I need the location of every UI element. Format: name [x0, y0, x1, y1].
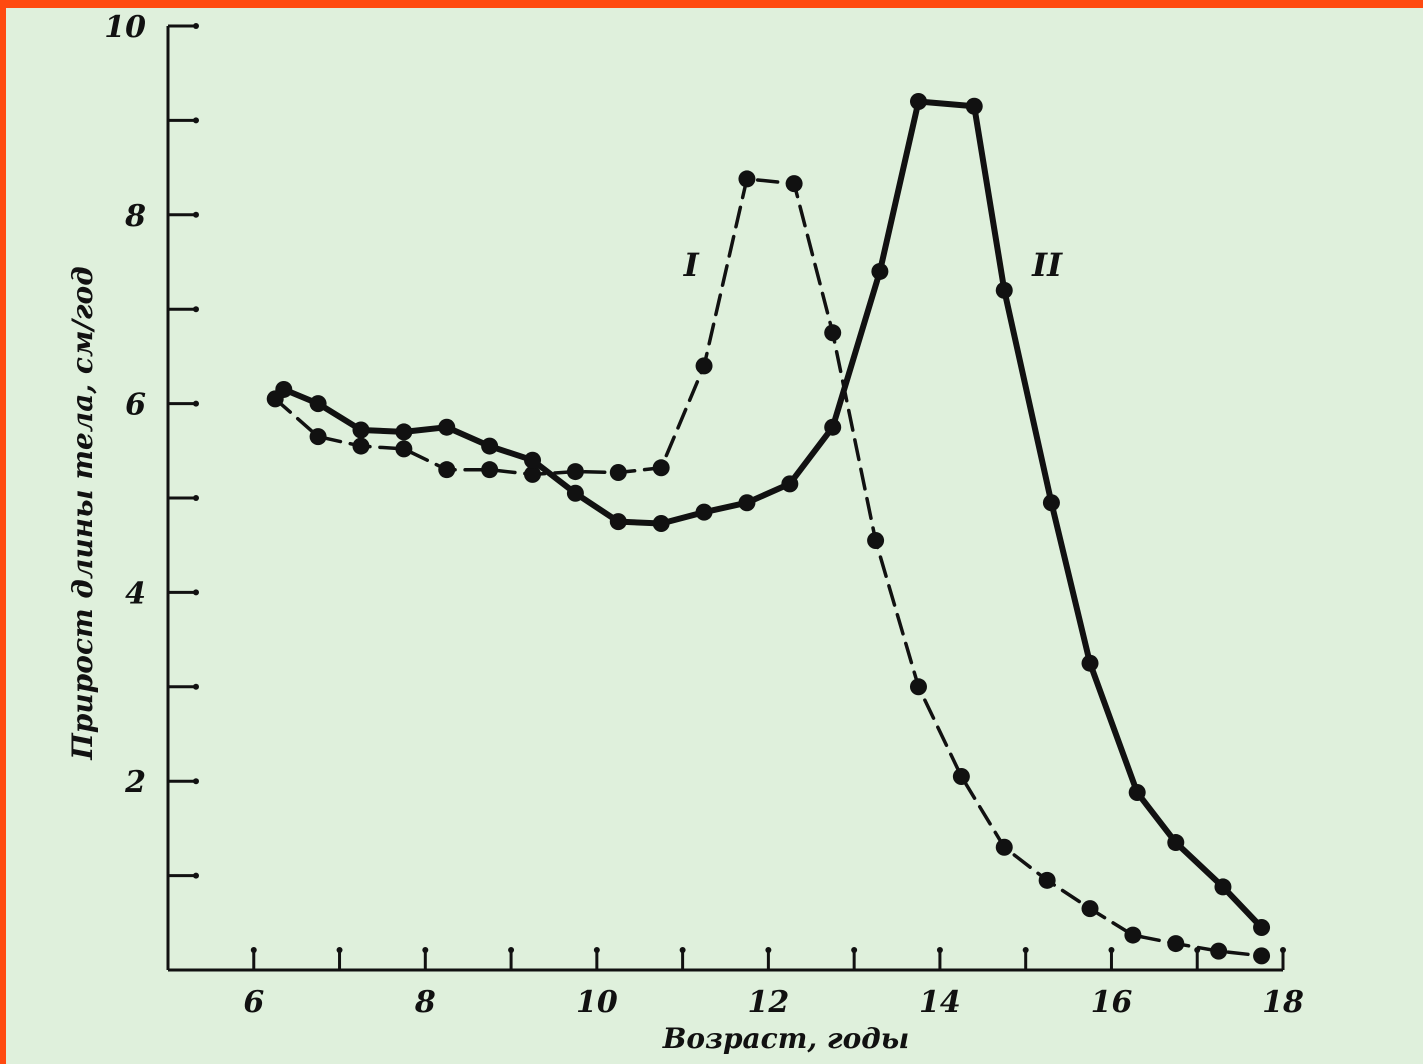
- y-tick-dot: [193, 117, 199, 124]
- data-point: [871, 262, 889, 280]
- data-point: [965, 97, 983, 115]
- data-point: [309, 395, 327, 413]
- data-point: [785, 175, 803, 193]
- data-point: [352, 421, 370, 439]
- data-point: [352, 437, 370, 455]
- data-point: [781, 475, 799, 493]
- x-tick-dot: [936, 947, 943, 953]
- x-axis-title: Возраст, годы: [662, 1022, 910, 1055]
- data-point: [1167, 834, 1185, 852]
- data-point: [1210, 942, 1228, 960]
- series-1: [266, 170, 1271, 965]
- data-point: [909, 93, 927, 111]
- series-line: [280, 98, 1265, 931]
- data-point: [909, 678, 927, 696]
- y-tick-label: 6: [125, 388, 146, 423]
- x-tick-dot: [1108, 947, 1115, 953]
- data-point: [824, 418, 842, 436]
- data-point: [1128, 784, 1146, 802]
- y-tick-dot: [193, 23, 199, 29]
- chart-frame: 6 8 10 12 14 16 18 2 4 6 8 10 I II Возраст, годы Пр…: [6, 8, 1423, 1064]
- y-tick-dot: [193, 872, 199, 879]
- x-tick-label: 6: [243, 985, 264, 1020]
- y-tick-dot: [193, 306, 199, 313]
- data-point: [952, 767, 970, 785]
- x-tick-label: 10: [576, 985, 618, 1020]
- y-tick-dot: [193, 495, 199, 501]
- x-tick-dot: [765, 947, 772, 953]
- data-point: [395, 423, 413, 441]
- y-tick-label: 4: [125, 576, 146, 611]
- series-label: I: [683, 246, 700, 284]
- y-tick-dot: [193, 400, 199, 407]
- data-point: [1081, 900, 1099, 918]
- series-2: [275, 93, 1271, 937]
- data-point: [309, 428, 327, 446]
- data-point: [395, 440, 413, 458]
- data-point: [1081, 654, 1099, 672]
- data-point: [609, 513, 627, 531]
- x-tick-dot: [679, 947, 686, 953]
- data-point: [566, 484, 584, 502]
- annotation-layer: I II: [683, 246, 1063, 284]
- data-point: [1167, 935, 1185, 953]
- x-tick-label: 8: [414, 985, 436, 1020]
- x-tick-label: 18: [1262, 985, 1304, 1020]
- x-tick-label: 14: [919, 985, 961, 1020]
- data-point: [275, 380, 293, 398]
- y-tick-label: 2: [124, 765, 146, 800]
- data-point: [867, 531, 885, 549]
- x-tick-dot: [508, 947, 515, 953]
- x-tick-dot: [422, 947, 429, 953]
- data-point: [524, 465, 542, 483]
- x-tick-dot: [1280, 947, 1286, 953]
- data-point: [995, 838, 1013, 856]
- data-point: [652, 514, 670, 532]
- data-point: [438, 418, 456, 436]
- data-point: [738, 170, 756, 188]
- y-tick-dot: [193, 683, 199, 690]
- data-point: [566, 463, 584, 481]
- x-tick-dot: [250, 947, 257, 953]
- series-layer: [266, 93, 1271, 965]
- data-point: [1214, 878, 1232, 896]
- data-point: [995, 281, 1013, 299]
- y-tick-label: 8: [124, 199, 146, 234]
- data-point: [652, 459, 670, 477]
- y-axis-title: Прирост длины тела, см/год: [66, 266, 99, 760]
- data-point: [1124, 926, 1142, 944]
- data-point: [609, 464, 627, 482]
- data-point: [524, 451, 542, 469]
- x-tick-label: 12: [748, 985, 790, 1020]
- data-point: [438, 461, 456, 479]
- x-tick-dot: [593, 947, 600, 953]
- x-tick-dot: [1022, 947, 1029, 953]
- data-point: [481, 461, 499, 479]
- data-point: [695, 503, 713, 521]
- y-tick-label: 10: [104, 10, 146, 45]
- data-point: [1038, 871, 1056, 889]
- x-tick-dot: [851, 947, 858, 953]
- data-point: [1042, 494, 1060, 512]
- data-point: [695, 357, 713, 375]
- y-ticks: 2 4 6 8 10: [104, 10, 199, 879]
- series-label: II: [1031, 246, 1063, 284]
- y-tick-dot: [193, 589, 199, 596]
- data-point: [738, 494, 756, 512]
- series-line: [273, 177, 1264, 958]
- x-ticks: 6 8 10 12 14 16 18: [243, 947, 1304, 1020]
- x-tick-label: 16: [1091, 985, 1133, 1020]
- data-point: [1253, 919, 1271, 937]
- data-point: [1253, 947, 1271, 965]
- data-point: [824, 324, 842, 342]
- x-tick-dot: [336, 947, 343, 953]
- y-tick-dot: [193, 778, 199, 785]
- y-tick-dot: [193, 211, 199, 218]
- data-point: [481, 437, 499, 455]
- axes: [166, 26, 1283, 972]
